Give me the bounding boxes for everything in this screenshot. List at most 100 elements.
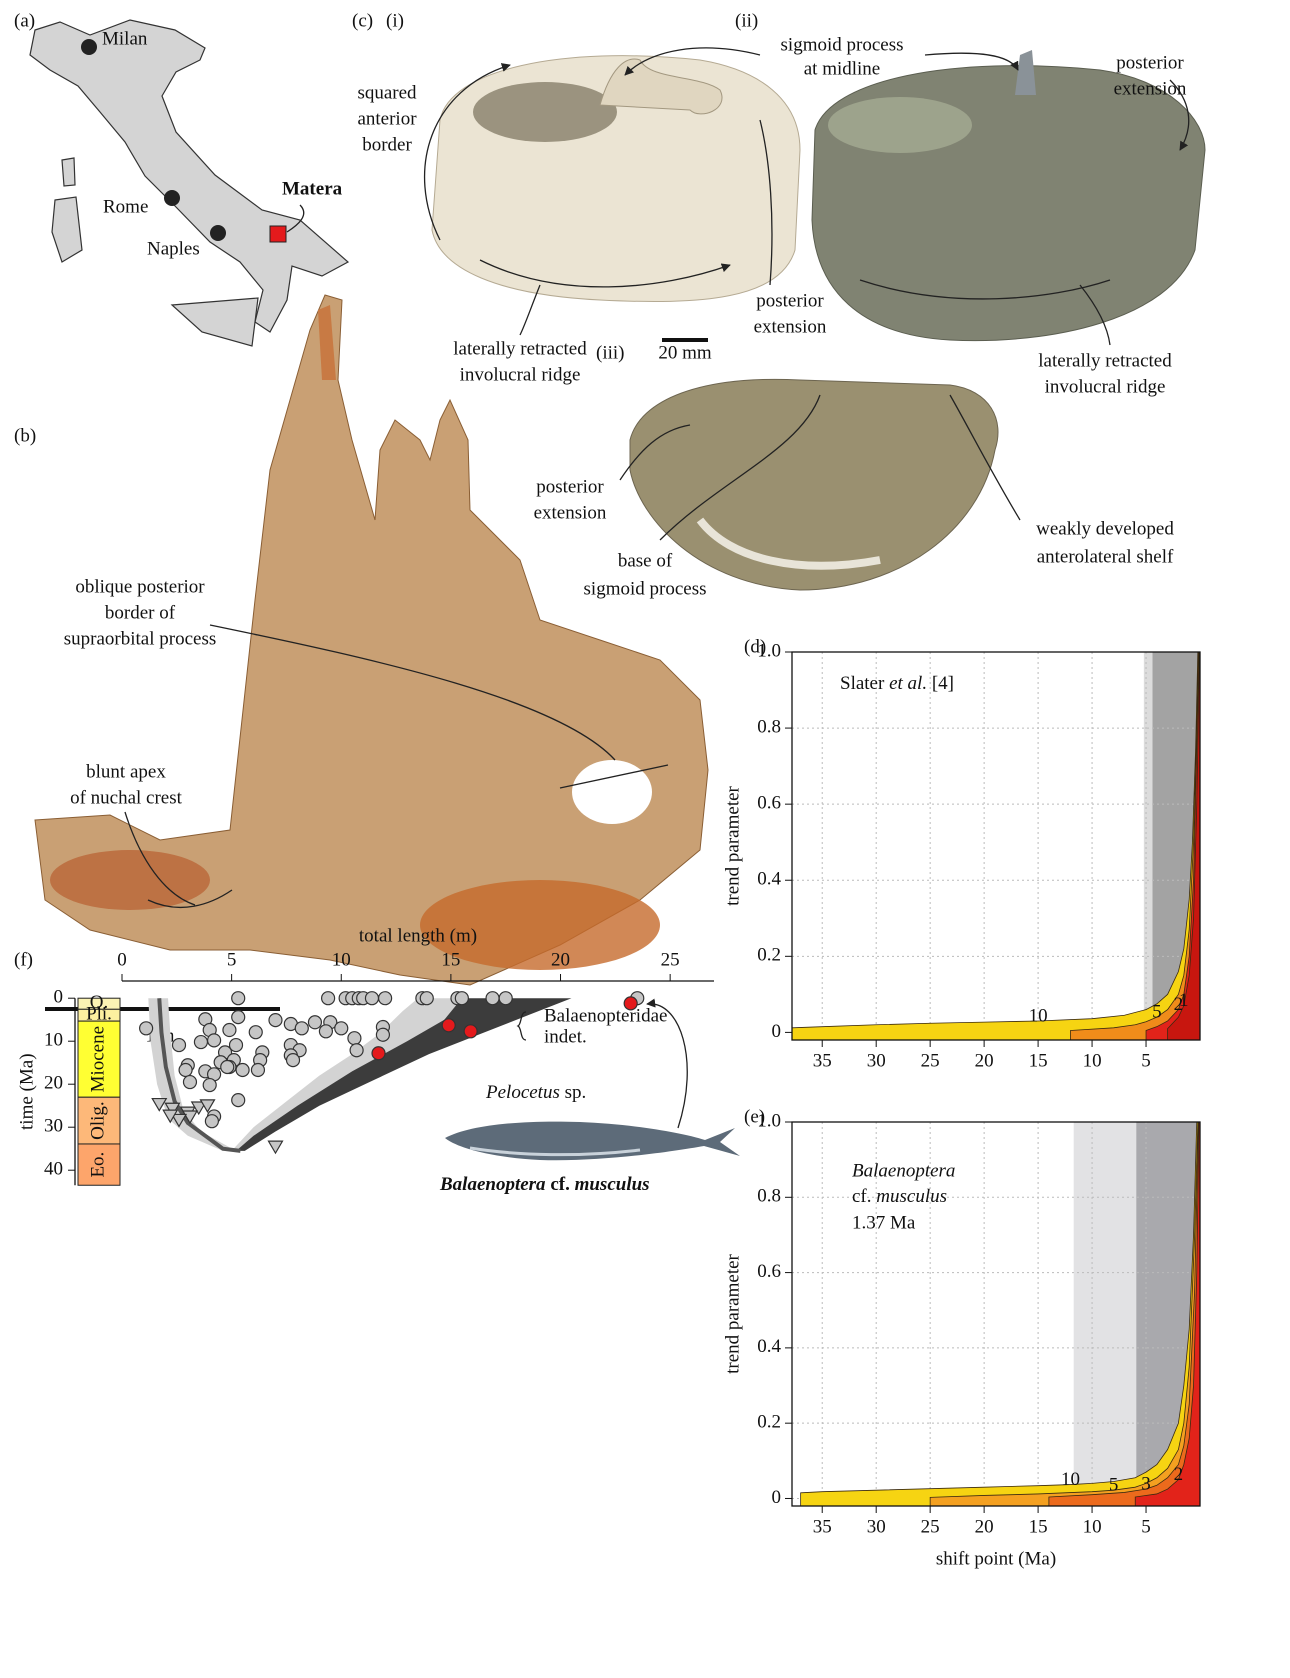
- point: [183, 1076, 196, 1089]
- point: [179, 1064, 192, 1077]
- x-tick-label: 5: [227, 949, 237, 970]
- point: [322, 992, 335, 1005]
- x-tick-label: 35: [813, 1516, 832, 1537]
- point: [295, 1022, 308, 1035]
- chart-annotation: Slater et al. [4]: [840, 673, 954, 694]
- point: [232, 1094, 245, 1107]
- panel-label: (b): [14, 425, 36, 446]
- annotation: anterolateral shelf: [1037, 546, 1174, 567]
- annotation: oblique posterior: [75, 576, 205, 597]
- annotation: extension: [754, 316, 827, 337]
- annotation-part: [4]: [932, 673, 954, 694]
- annotation: border of: [105, 602, 176, 623]
- point: [268, 1141, 282, 1153]
- contour-label: 3: [1141, 1473, 1151, 1494]
- contour-label: 2: [1174, 1464, 1184, 1485]
- x-tick-label: 10: [332, 949, 351, 970]
- point: [236, 1064, 249, 1077]
- annotation: base of: [618, 550, 673, 571]
- point: [464, 1025, 477, 1038]
- annotation: posterior: [1116, 52, 1184, 73]
- epoch-label: Eo.: [87, 1152, 108, 1178]
- x-tick-label: 25: [921, 1516, 940, 1537]
- y-axis-label: trend parameter: [722, 785, 743, 905]
- figure: (a) Milan Rome Naples Matera (c) (i) (ii…: [0, 0, 1290, 1678]
- point: [499, 992, 512, 1005]
- y-tick-label: 0.2: [757, 1412, 781, 1433]
- point: [140, 1022, 153, 1035]
- point: [232, 992, 245, 1005]
- sardinia: [52, 197, 82, 262]
- x-tick-label: 10: [1083, 1050, 1102, 1071]
- x-axis-label: shift point (Ma): [936, 1548, 1056, 1569]
- sicily: [172, 298, 258, 346]
- annotation: extension: [534, 502, 607, 523]
- chart-annotation: Pelocetus sp.: [485, 1082, 586, 1103]
- chart-annotation: 1.37 Ma: [852, 1212, 916, 1233]
- point: [223, 1024, 236, 1037]
- y-axis-label: trend parameter: [722, 1253, 743, 1373]
- x-tick-label: 35: [813, 1050, 832, 1071]
- chart-annotation: cf. musculus: [852, 1186, 947, 1207]
- city-label: Rome: [103, 196, 148, 217]
- point: [203, 1079, 216, 1092]
- point: [442, 1019, 455, 1032]
- annotation-part: Pelocetus: [485, 1082, 560, 1103]
- y-tick-label: 0.6: [757, 793, 781, 814]
- y-tick-label: 20: [44, 1073, 63, 1094]
- x-tick-label: 15: [441, 949, 460, 970]
- chart-annotation: Balaenopteridae: [544, 1005, 667, 1026]
- point: [372, 1047, 385, 1060]
- cavity: [473, 82, 617, 142]
- city-label: Milan: [102, 28, 148, 49]
- panel-label: (f): [14, 949, 33, 970]
- foramen: [572, 760, 652, 824]
- annotation: supraorbital process: [64, 628, 216, 649]
- x-tick-label: 20: [975, 1050, 994, 1071]
- annotation: extension: [1114, 78, 1187, 99]
- x-tick-label: 10: [1083, 1516, 1102, 1537]
- y-tick-label: 0: [772, 1487, 782, 1508]
- annotation-part: cf.: [852, 1186, 872, 1207]
- annotation: at midline: [804, 58, 881, 79]
- annotation: of nuchal crest: [70, 787, 183, 808]
- city-dot: [210, 225, 226, 241]
- view-label: (ii): [735, 10, 758, 31]
- y-tick-label: 0: [772, 1021, 782, 1042]
- x-tick-label: 5: [1141, 1050, 1151, 1071]
- y-tick-label: 0.4: [757, 869, 781, 890]
- panel-label: (c): [352, 10, 373, 31]
- y-tick-label: 0.6: [757, 1261, 781, 1282]
- point: [308, 1016, 321, 1029]
- annotation-part: cf.: [550, 1174, 570, 1195]
- x-tick-label: 30: [867, 1050, 886, 1071]
- x-axis-label: total length (m): [359, 925, 477, 946]
- y-tick-label: 0.4: [757, 1336, 781, 1357]
- x-tick-label: 0: [117, 949, 127, 970]
- point: [194, 1036, 207, 1049]
- contour-label: 10: [1061, 1469, 1080, 1490]
- x-tick-label: 25: [661, 949, 680, 970]
- point: [350, 1044, 363, 1057]
- point: [221, 1061, 234, 1074]
- annotation: squared: [357, 82, 417, 103]
- panel-label: (a): [14, 10, 35, 31]
- annotation-part: musculus: [876, 1186, 947, 1207]
- chart-annotation: indet.: [544, 1026, 587, 1047]
- annotation: posterior: [536, 476, 604, 497]
- page: Figure {"map": {"panel": "(a)", "cities"…: [0, 0, 1290, 1678]
- annotation-part: sp.: [565, 1082, 587, 1103]
- annotation: involucral ridge: [460, 364, 581, 385]
- site-label: Matera: [282, 178, 343, 199]
- point: [319, 1025, 332, 1038]
- plot-background: [792, 652, 1200, 1040]
- city-dot: [81, 39, 97, 55]
- y-tick-label: 0.2: [757, 945, 781, 966]
- point: [335, 1022, 348, 1035]
- point: [232, 1011, 245, 1024]
- contour-label: 1: [1179, 990, 1189, 1011]
- view-label: (i): [386, 10, 404, 31]
- point: [455, 992, 468, 1005]
- point: [205, 1115, 218, 1128]
- annotation-part: musculus: [575, 1174, 650, 1195]
